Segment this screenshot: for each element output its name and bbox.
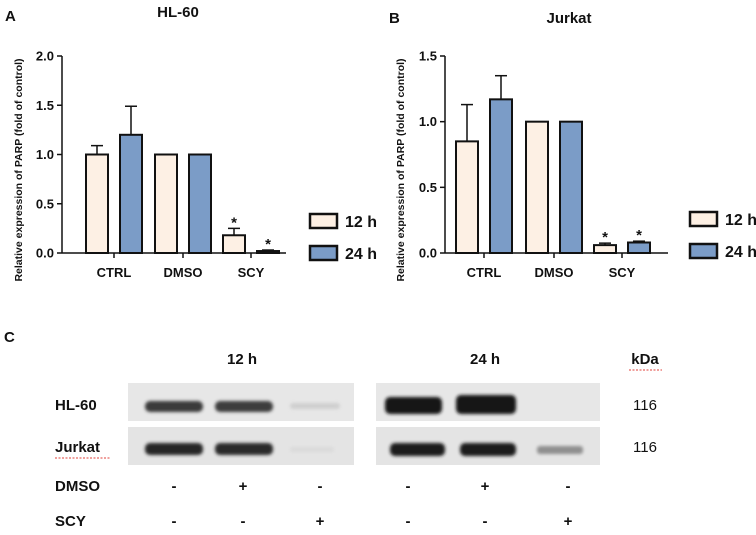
y-tick-label: 0.0 — [36, 246, 54, 261]
significance-marker: * — [265, 236, 271, 253]
treatment-sign: - — [172, 513, 177, 530]
significance-marker: * — [636, 227, 642, 244]
significance-marker: * — [602, 229, 608, 246]
legend-swatch — [688, 242, 719, 260]
bar — [593, 244, 617, 254]
y-tick-label: 2.0 — [36, 49, 54, 64]
treatment-sign: - — [241, 513, 246, 530]
treatment-sign: + — [239, 478, 248, 495]
band — [290, 403, 340, 409]
bar — [222, 234, 246, 255]
x-tick-label: SCY — [609, 265, 636, 280]
y-tick-label: 1.5 — [419, 49, 437, 64]
x-tick-label: CTRL — [97, 265, 132, 280]
treatment-sign: - — [406, 478, 411, 495]
bar — [85, 153, 109, 254]
bar — [188, 153, 212, 254]
kda-value: 116 — [633, 397, 657, 414]
legend-swatch — [308, 244, 339, 262]
legend: 12 h 24 h — [308, 212, 377, 263]
legend-label: 12 h — [345, 214, 377, 231]
band — [215, 443, 273, 455]
y-tick-label: 1.0 — [36, 147, 54, 162]
x-tick-label: DMSO — [535, 265, 574, 280]
bar — [455, 140, 479, 254]
treatment-label-dmso: DMSO — [55, 478, 100, 495]
y-tick-label: 0.0 — [419, 246, 437, 261]
panel-letter-b: B — [389, 10, 400, 27]
legend-label: 24 h — [725, 244, 756, 261]
treatment-sign: - — [318, 478, 323, 495]
treatment-label-scy: SCY — [55, 513, 86, 530]
blot-row-label-jurkat: Jurkat — [55, 439, 100, 456]
treatment-sign: + — [316, 513, 325, 530]
band — [290, 447, 334, 452]
band — [390, 443, 445, 456]
treatment-sign: - — [172, 478, 177, 495]
legend-label: 12 h — [725, 212, 756, 229]
bar — [154, 153, 178, 254]
legend-swatch — [688, 210, 719, 228]
band — [145, 443, 203, 455]
band — [456, 395, 516, 414]
y-tick-label: 0.5 — [419, 180, 437, 195]
treatment-sign: + — [481, 478, 490, 495]
y-axis-label: Relative expression of PARP (fold of con… — [395, 58, 407, 281]
band — [145, 401, 203, 412]
kda-value: 116 — [633, 439, 657, 456]
legend-swatch — [308, 212, 339, 230]
bar — [525, 120, 549, 254]
bar — [559, 120, 583, 254]
treatment-sign: + — [564, 513, 573, 530]
y-tick-label: 1.0 — [419, 114, 437, 129]
treatment-sign: - — [566, 478, 571, 495]
western-blot: 12 h 24 h kDa HL-60 Jurkat 116 116 DMSO … — [55, 351, 662, 530]
kda-label: kDa — [631, 351, 659, 368]
x-tick-label: SCY — [238, 265, 265, 280]
blot-row-label-hl60: HL-60 — [55, 397, 97, 414]
treatment-sign: - — [483, 513, 488, 530]
chart-hl60: HL-60 Relative expression of PARP (fold … — [13, 4, 377, 282]
treatment-sign: - — [406, 513, 411, 530]
blot-header-24h: 24 h — [470, 351, 500, 368]
band — [460, 443, 516, 456]
bar — [119, 133, 143, 254]
chart-title: Jurkat — [546, 10, 591, 27]
blot-header-12h: 12 h — [227, 351, 257, 368]
panel-letter-c: C — [4, 329, 15, 346]
chart-jurkat: Jurkat Relative expression of PARP (fold… — [395, 10, 756, 282]
y-tick-label: 1.5 — [36, 98, 54, 113]
band — [537, 446, 583, 454]
bar — [489, 98, 513, 254]
y-tick-label: 0.5 — [36, 196, 54, 211]
legend-label: 24 h — [345, 246, 377, 263]
band — [385, 397, 442, 414]
plot-area: 0.0 0.5 1.0 1.5 CTRL DMSO SCY * * — [419, 49, 668, 280]
significance-marker: * — [231, 214, 237, 231]
band — [215, 401, 273, 412]
x-tick-label: CTRL — [467, 265, 502, 280]
treatment-signs: - + - - + - - - + - - + — [172, 478, 573, 530]
chart-title: HL-60 — [157, 4, 199, 21]
panel-letter-a: A — [5, 8, 16, 25]
y-axis-label: Relative expression of PARP (fold of con… — [13, 58, 25, 281]
x-tick-label: DMSO — [164, 265, 203, 280]
legend: 12 h 24 h — [688, 210, 756, 261]
